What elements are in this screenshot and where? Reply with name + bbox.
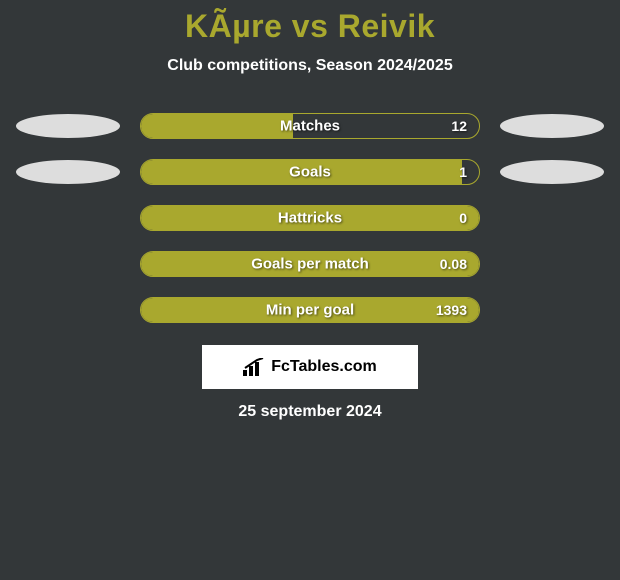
page-title: KÃµre vs Reivik <box>0 8 620 45</box>
stat-row: Goals per match0.08 <box>0 251 620 277</box>
stat-row: Goals1 <box>0 159 620 185</box>
left-ellipse <box>16 160 120 184</box>
stat-bar-label: Hattricks <box>141 210 479 227</box>
stat-bar-label: Min per goal <box>141 302 479 319</box>
stat-bar-label: Matches <box>141 118 479 135</box>
stat-bar: Goals per match0.08 <box>140 251 480 277</box>
stat-bar: Min per goal1393 <box>140 297 480 323</box>
right-ellipse <box>500 160 604 184</box>
stat-bar: Matches12 <box>140 113 480 139</box>
source-badge[interactable]: FcTables.com <box>202 345 418 389</box>
right-ellipse <box>500 114 604 138</box>
stats-card: KÃµre vs Reivik Club competitions, Seaso… <box>0 0 620 421</box>
stat-bar: Hattricks0 <box>140 205 480 231</box>
date-label: 25 september 2024 <box>0 403 620 421</box>
subtitle: Club competitions, Season 2024/2025 <box>0 57 620 75</box>
stats-rows: Matches12 Goals1 Hattricks0 Goals per match… <box>0 113 620 323</box>
stat-bar-value: 1 <box>459 164 467 180</box>
stat-bar-value: 1393 <box>436 302 467 318</box>
stat-row: Hattricks0 <box>0 205 620 231</box>
stat-bar-value: 0 <box>459 210 467 226</box>
stat-bar-label: Goals <box>141 164 479 181</box>
stat-bar-label: Goals per match <box>141 256 479 273</box>
left-ellipse <box>16 114 120 138</box>
source-badge-text: FcTables.com <box>271 358 377 376</box>
stat-bar-value: 0.08 <box>440 256 467 272</box>
stat-row: Min per goal1393 <box>0 297 620 323</box>
chart-icon <box>243 358 265 376</box>
stat-bar: Goals1 <box>140 159 480 185</box>
stat-bar-value: 12 <box>451 118 467 134</box>
stat-row: Matches12 <box>0 113 620 139</box>
